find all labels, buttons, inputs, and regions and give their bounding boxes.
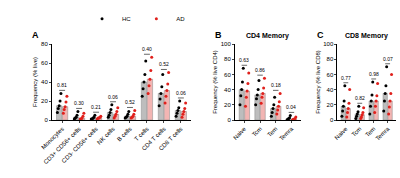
svg-text:20: 20 xyxy=(327,102,334,108)
svg-text:0.82: 0.82 xyxy=(355,95,365,101)
svg-text:0.63: 0.63 xyxy=(239,57,249,63)
svg-text:100: 100 xyxy=(323,41,334,47)
svg-text:0: 0 xyxy=(227,117,231,123)
svg-text:B: B xyxy=(215,30,222,40)
svg-text:60: 60 xyxy=(224,72,231,78)
svg-text:CD8 Memory: CD8 Memory xyxy=(345,32,388,40)
svg-text:0.86: 0.86 xyxy=(255,67,265,73)
svg-text:0.18: 0.18 xyxy=(271,82,281,88)
svg-text:C: C xyxy=(317,30,324,40)
svg-text:60: 60 xyxy=(41,60,48,66)
svg-text:HC: HC xyxy=(122,16,131,22)
svg-text:Naive: Naive xyxy=(232,125,248,141)
svg-text:Frequency (% live CD8): Frequency (% live CD8) xyxy=(315,50,321,114)
svg-text:80: 80 xyxy=(224,56,231,62)
svg-text:Frequency (% live): Frequency (% live) xyxy=(32,57,38,107)
svg-text:B cells: B cells xyxy=(116,126,133,143)
svg-text:0.77: 0.77 xyxy=(341,75,351,81)
svg-text:0.52: 0.52 xyxy=(125,99,135,105)
svg-text:0: 0 xyxy=(44,117,48,123)
svg-text:20: 20 xyxy=(41,98,48,104)
svg-text:40: 40 xyxy=(41,79,48,85)
svg-text:CD3- CD56+ cells: CD3- CD56+ cells xyxy=(61,126,99,164)
svg-text:0.06: 0.06 xyxy=(176,90,186,96)
svg-text:Tem: Tem xyxy=(364,126,376,138)
svg-text:Temra: Temra xyxy=(374,125,390,141)
svg-text:T cells: T cells xyxy=(133,126,149,142)
svg-text:40: 40 xyxy=(327,87,334,93)
svg-text:CD4 Memory: CD4 Memory xyxy=(246,32,289,40)
svg-text:0.07: 0.07 xyxy=(383,56,393,62)
svg-text:40: 40 xyxy=(224,87,231,93)
svg-text:Monocytes: Monocytes xyxy=(40,126,65,151)
svg-text:0.40: 0.40 xyxy=(142,46,152,52)
svg-text:0.98: 0.98 xyxy=(369,71,379,77)
svg-text:CD3+ CD56+ cells: CD3+ CD56+ cells xyxy=(43,126,82,165)
svg-text:60: 60 xyxy=(327,72,334,78)
svg-text:A: A xyxy=(32,30,39,40)
svg-text:NK cells: NK cells xyxy=(96,126,116,146)
svg-text:0: 0 xyxy=(330,117,334,123)
svg-text:Tcm: Tcm xyxy=(351,126,363,138)
svg-text:Tem: Tem xyxy=(266,126,278,138)
svg-text:0.06: 0.06 xyxy=(108,94,118,100)
svg-text:CD8 T cells: CD8 T cells xyxy=(158,126,184,152)
svg-text:20: 20 xyxy=(224,102,231,108)
svg-text:0.30: 0.30 xyxy=(74,100,84,106)
svg-text:0.81: 0.81 xyxy=(57,82,67,88)
svg-text:0.04: 0.04 xyxy=(286,104,296,110)
svg-text:80: 80 xyxy=(327,56,334,62)
svg-text:0.21: 0.21 xyxy=(91,104,101,110)
svg-text:AD: AD xyxy=(176,16,185,22)
svg-text:Tcm: Tcm xyxy=(251,126,263,138)
svg-text:100: 100 xyxy=(221,41,232,47)
svg-text:CD4 T cells: CD4 T cells xyxy=(141,126,167,152)
svg-text:Naive: Naive xyxy=(334,125,350,141)
svg-text:0.52: 0.52 xyxy=(159,61,169,67)
svg-text:80: 80 xyxy=(41,41,48,47)
svg-text:Frequency (% live CD4): Frequency (% live CD4) xyxy=(212,50,218,114)
svg-text:Temra: Temra xyxy=(278,125,294,141)
